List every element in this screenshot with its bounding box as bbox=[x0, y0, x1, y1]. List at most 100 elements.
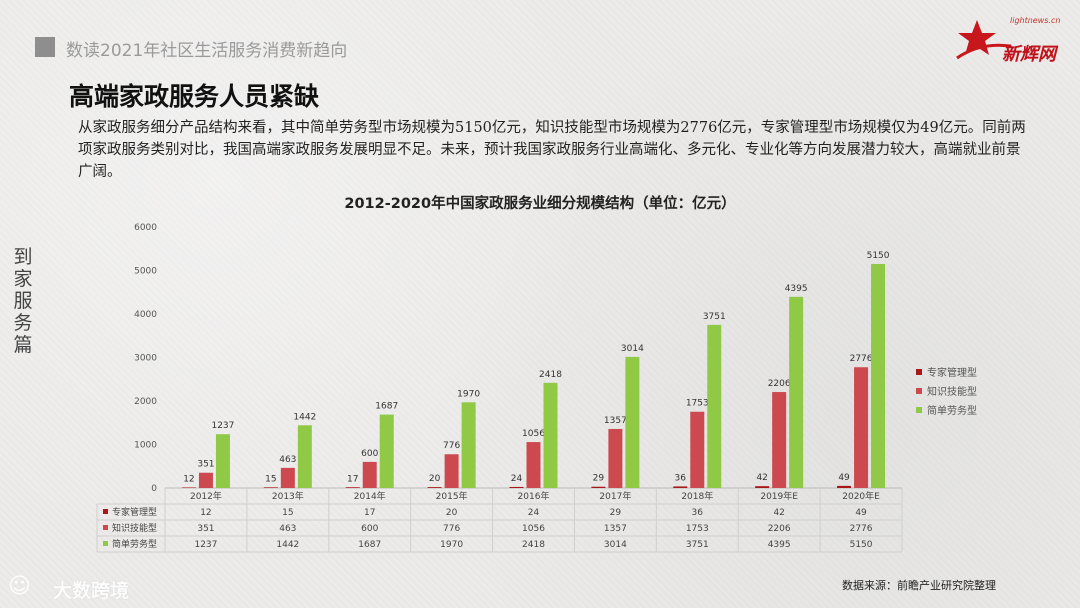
data-label: 2206 bbox=[768, 379, 791, 389]
data-label: 4395 bbox=[785, 284, 808, 294]
bar-2-6 bbox=[707, 324, 722, 488]
bar-1-2 bbox=[362, 461, 377, 488]
table-cell: 2206 bbox=[768, 524, 791, 534]
y-tick-label: 1000 bbox=[134, 441, 157, 451]
table-cell: 1357 bbox=[604, 524, 627, 534]
table-cell: 36 bbox=[692, 508, 704, 518]
table-row-label: 简单劳务型 bbox=[112, 538, 157, 550]
table-cell: 12 bbox=[200, 508, 211, 518]
data-label: 1753 bbox=[686, 399, 709, 409]
watermark: 大数跨境 bbox=[53, 580, 130, 602]
table-cell: 776 bbox=[443, 524, 460, 534]
bar-0-4 bbox=[509, 486, 524, 488]
table-cell: 1237 bbox=[194, 540, 217, 550]
bar-0-8 bbox=[837, 485, 852, 488]
side-label-char: 到 bbox=[13, 246, 33, 268]
table-cell: 1056 bbox=[522, 524, 545, 534]
data-label: 49 bbox=[838, 473, 850, 483]
bar-2-1 bbox=[297, 425, 312, 488]
y-tick-label: 3000 bbox=[134, 354, 157, 364]
data-label: 1357 bbox=[604, 416, 627, 426]
legend-item-labor: 简单劳务型 bbox=[916, 404, 977, 417]
x-tick-label: 2020年E bbox=[842, 490, 880, 502]
bar-1-0 bbox=[198, 472, 213, 488]
bar-0-3 bbox=[427, 487, 442, 488]
table-cell: 49 bbox=[855, 508, 867, 518]
table-row-label: 专家管理型 bbox=[112, 506, 157, 518]
data-label: 3014 bbox=[621, 344, 644, 354]
bar-1-3 bbox=[444, 454, 459, 488]
y-tick-label: 2000 bbox=[134, 397, 157, 407]
data-label: 2418 bbox=[539, 370, 562, 380]
table-cell: 3751 bbox=[686, 540, 709, 550]
bar-0-2 bbox=[345, 487, 360, 488]
data-label: 1056 bbox=[522, 429, 545, 439]
data-label: 1687 bbox=[375, 402, 398, 412]
data-label: 12 bbox=[183, 474, 194, 484]
table-cell: 20 bbox=[446, 508, 458, 518]
x-tick-label: 2016年 bbox=[518, 490, 550, 502]
bar-2-3 bbox=[461, 402, 476, 488]
x-tick-label: 2014年 bbox=[354, 490, 386, 502]
intro-paragraph: 从家政服务细分产品结构来看，其中简单劳务型市场规模为5150亿元，知识技能型市场… bbox=[78, 120, 1026, 180]
side-label-char: 篇 bbox=[13, 334, 33, 356]
table-cell: 29 bbox=[610, 508, 622, 518]
table-swatch-2 bbox=[103, 541, 108, 546]
bar-0-0 bbox=[181, 487, 196, 488]
table-cell: 1970 bbox=[440, 540, 463, 550]
watermark-icon: ☺ bbox=[8, 574, 31, 599]
data-label: 15 bbox=[265, 474, 276, 484]
data-label: 20 bbox=[429, 474, 441, 484]
table-cell: 42 bbox=[773, 508, 784, 518]
x-tick-label: 2019年E bbox=[760, 490, 798, 502]
table-cell: 3014 bbox=[604, 540, 627, 550]
data-label: 600 bbox=[361, 449, 378, 459]
bar-1-7 bbox=[772, 392, 787, 488]
table-cell: 1687 bbox=[358, 540, 381, 550]
bar-2-4 bbox=[543, 382, 558, 488]
bar-2-8 bbox=[871, 263, 886, 488]
x-tick-label: 2015年 bbox=[436, 490, 468, 502]
logo-name: 新辉网 bbox=[1002, 44, 1056, 65]
logo-url: lightnews.cn bbox=[1010, 16, 1061, 25]
data-label: 3751 bbox=[703, 312, 726, 322]
table-cell: 1442 bbox=[276, 540, 299, 550]
data-label: 1237 bbox=[211, 421, 234, 431]
y-tick-label: 6000 bbox=[134, 223, 157, 233]
x-tick-label: 2013年 bbox=[272, 490, 304, 502]
bar-1-5 bbox=[608, 428, 623, 488]
bar-0-5 bbox=[591, 486, 606, 488]
page-title: 高端家政服务人员紧缺 bbox=[69, 82, 320, 111]
bar-2-5 bbox=[625, 356, 640, 488]
table-cell: 1753 bbox=[686, 524, 709, 534]
section-marker bbox=[35, 37, 55, 57]
side-label-char: 家 bbox=[13, 268, 33, 290]
brand-logo bbox=[955, 16, 1070, 66]
bar-1-6 bbox=[690, 411, 705, 488]
data-label: 29 bbox=[593, 474, 605, 484]
legend-label-expert: 专家管理型 bbox=[927, 368, 977, 379]
legend-swatch-expert bbox=[916, 368, 922, 375]
data-label: 5150 bbox=[867, 251, 890, 261]
data-source: 数据来源：前瞻产业研究院整理 bbox=[842, 579, 996, 592]
legend-label-knowledge: 知识技能型 bbox=[927, 387, 977, 398]
table-cell: 2418 bbox=[522, 540, 545, 550]
side-label: 到家服务篇 bbox=[12, 246, 34, 356]
table-cell: 600 bbox=[361, 524, 378, 534]
chart-legend: 专家管理型 知识技能型 简单劳务型 bbox=[916, 366, 977, 423]
data-label: 463 bbox=[279, 455, 296, 465]
table-row-label: 知识技能型 bbox=[112, 522, 157, 534]
legend-label-labor: 简单劳务型 bbox=[927, 406, 977, 417]
side-label-char: 服 bbox=[13, 290, 33, 312]
data-label: 42 bbox=[756, 473, 767, 483]
side-label-char: 务 bbox=[13, 312, 33, 334]
x-tick-label: 2018年 bbox=[681, 490, 713, 502]
star-logo-icon bbox=[956, 20, 1011, 60]
data-label: 1442 bbox=[293, 412, 316, 422]
x-tick-label: 2017年 bbox=[599, 490, 631, 502]
table-cell: 24 bbox=[528, 508, 540, 518]
bar-1-4 bbox=[526, 442, 541, 488]
bar-2-0 bbox=[215, 434, 230, 488]
